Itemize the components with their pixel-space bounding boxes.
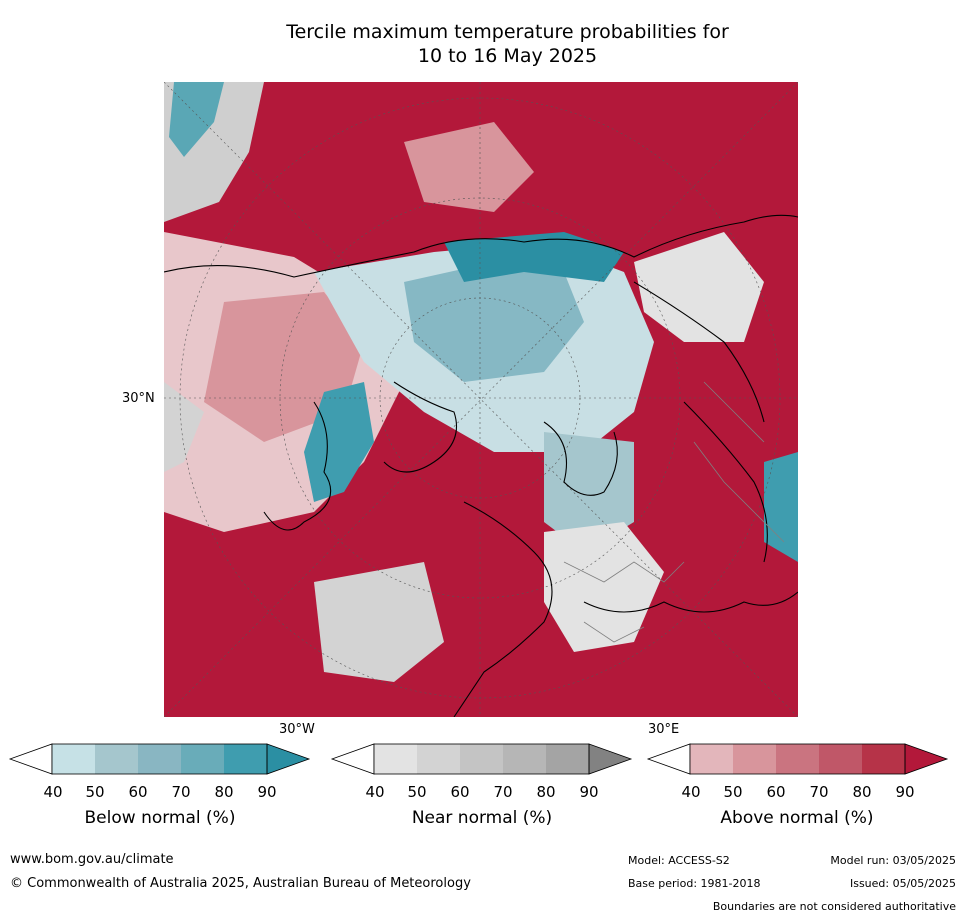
colorbar-cell (374, 744, 418, 774)
area-above-pacific (404, 122, 534, 212)
footer-disclaimer: Boundaries are not considered authoritat… (712, 900, 956, 913)
area-below-alaska (304, 382, 374, 502)
legend-title-near: Near normal (%) (411, 808, 553, 828)
lon-label-30e: 30°E (648, 722, 680, 737)
tick: 60 (450, 783, 470, 801)
area-below-east-edge (764, 452, 798, 562)
graticule (164, 82, 798, 717)
tick: 70 (171, 783, 191, 801)
tick: 60 (128, 783, 148, 801)
colorbar-cell (181, 744, 225, 774)
colorbar-cell (690, 744, 734, 774)
tick: 70 (809, 783, 829, 801)
tick: 80 (214, 783, 234, 801)
map-title: Tercile maximum temperature probabilitie… (160, 20, 855, 68)
title-line-1: Tercile maximum temperature probabilitie… (286, 21, 729, 43)
country-borders (563, 381, 785, 643)
tick: 80 (852, 783, 872, 801)
colorbar-cell (776, 744, 820, 774)
area-below-siberia-edge (444, 232, 624, 282)
colorbar-above-upper-arrow (904, 743, 949, 775)
colorbar-cell (546, 744, 590, 774)
tick: 70 (493, 783, 513, 801)
colorbar-above-normal (646, 743, 949, 775)
colorbar-cell (819, 744, 863, 774)
tick: 40 (43, 783, 63, 801)
coastlines (164, 214, 798, 717)
footer-model-run: Model run: 03/05/2025 (830, 854, 956, 867)
colorbar-near-lower-arrow (330, 743, 375, 775)
tick: 80 (536, 783, 556, 801)
colorbar-cell (224, 744, 268, 774)
area-below-arctic-core (404, 262, 584, 382)
legend-title-above: Above normal (%) (720, 808, 874, 828)
footer-issued: Issued: 05/05/2025 (849, 877, 956, 890)
colorbar-below-cells (52, 744, 268, 774)
colorbar-cell (503, 744, 547, 774)
probability-map (164, 82, 798, 717)
tick: 50 (85, 783, 105, 801)
lon-label-30w: 30°W (279, 722, 315, 737)
footer-website: www.bom.gov.au/climate (10, 852, 174, 867)
colorbar-near-upper-arrow (588, 743, 633, 775)
area-near-atlantic (314, 562, 444, 682)
tick: 60 (766, 783, 786, 801)
tick: 90 (257, 783, 277, 801)
tick: 50 (723, 783, 743, 801)
map-canvas (164, 82, 798, 717)
tick: 90 (895, 783, 915, 801)
title-line-2: 10 to 16 May 2025 (417, 45, 598, 67)
tick: 90 (579, 783, 599, 801)
colorbar-cell (417, 744, 461, 774)
colorbar-cell (862, 744, 906, 774)
colorbar-cell (460, 744, 504, 774)
area-near-europe (544, 522, 664, 652)
colorbar-below-lower-arrow (8, 743, 53, 775)
colorbar-cell (733, 744, 777, 774)
footer-model: Model: ACCESS-S2 (628, 854, 730, 867)
tick: 40 (365, 783, 385, 801)
colorbar-below-upper-arrow (266, 743, 311, 775)
colorbar-above-lower-arrow (646, 743, 691, 775)
tick: 40 (681, 783, 701, 801)
footer-base-period: Base period: 1981-2018 (628, 877, 761, 890)
tick: 50 (407, 783, 427, 801)
colorbar-below-normal (8, 743, 311, 775)
footer-copyright: © Commonwealth of Australia 2025, Austra… (10, 876, 471, 891)
colorbar-above-cells (690, 744, 906, 774)
colorbar-cell (52, 744, 96, 774)
area-near-west-edge (164, 382, 204, 472)
colorbar-near-normal (330, 743, 633, 775)
colorbar-cell (138, 744, 182, 774)
legend-title-below: Below normal (%) (84, 808, 236, 828)
colorbar-near-cells (374, 744, 590, 774)
colorbar-cell (95, 744, 139, 774)
lat-label-30n: 30°N (122, 391, 155, 406)
area-near-east (634, 232, 764, 342)
